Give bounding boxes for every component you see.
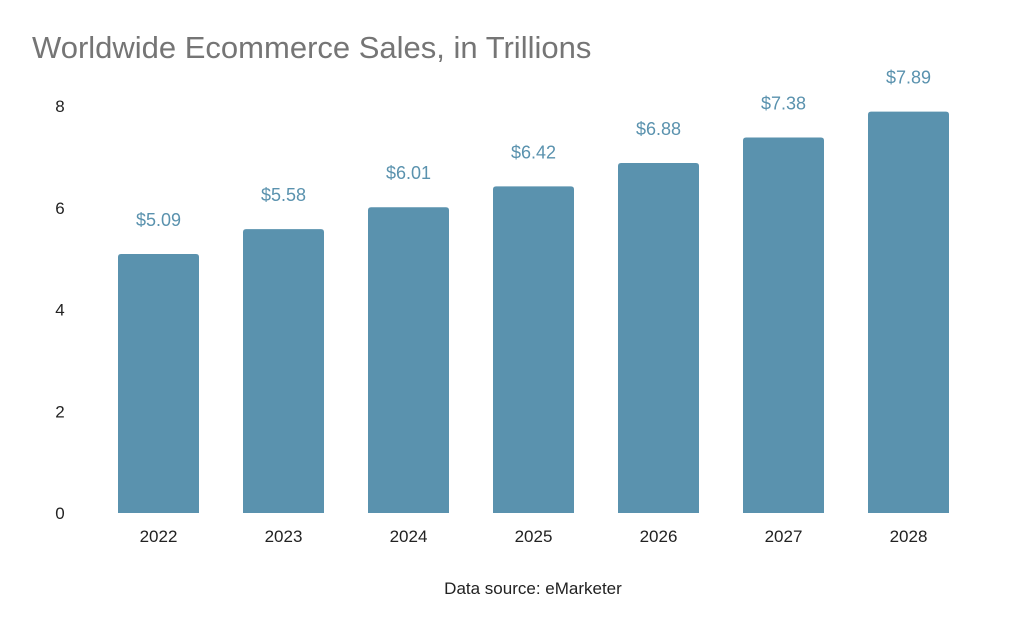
x-tick-label: 2024 — [390, 527, 428, 546]
bar-2026 — [618, 162, 699, 514]
x-tick-label: 2026 — [640, 527, 678, 546]
data-label: $6.42 — [511, 142, 556, 162]
x-tick-label: 2023 — [265, 527, 303, 546]
y-tick-label: 0 — [55, 504, 64, 523]
y-tick-label: 6 — [55, 199, 64, 218]
x-tick-label: 2027 — [765, 527, 803, 546]
bar-2025 — [493, 186, 574, 513]
bar-2023 — [243, 229, 324, 513]
x-tick-label: 2028 — [890, 527, 928, 546]
data-label: $7.38 — [761, 94, 806, 114]
data-label: $7.89 — [886, 68, 931, 88]
y-tick-label: 2 — [55, 402, 64, 421]
y-tick-label: 4 — [55, 301, 64, 320]
x-tick-label: 2022 — [140, 527, 178, 546]
data-label: $5.09 — [136, 210, 181, 230]
y-tick-label: 8 — [55, 97, 64, 116]
data-source-note: Data source: eMarketer — [444, 579, 622, 598]
x-tick-label: 2025 — [515, 527, 553, 546]
data-label: $6.01 — [386, 163, 431, 183]
chart-title: Worldwide Ecommerce Sales, in Trillions — [32, 30, 592, 65]
bar-2028 — [868, 111, 949, 513]
bar-2024 — [368, 207, 449, 513]
bar-2027 — [743, 137, 824, 514]
bar-2022 — [118, 254, 199, 513]
data-label: $5.58 — [261, 185, 306, 205]
data-label: $6.88 — [636, 119, 681, 139]
